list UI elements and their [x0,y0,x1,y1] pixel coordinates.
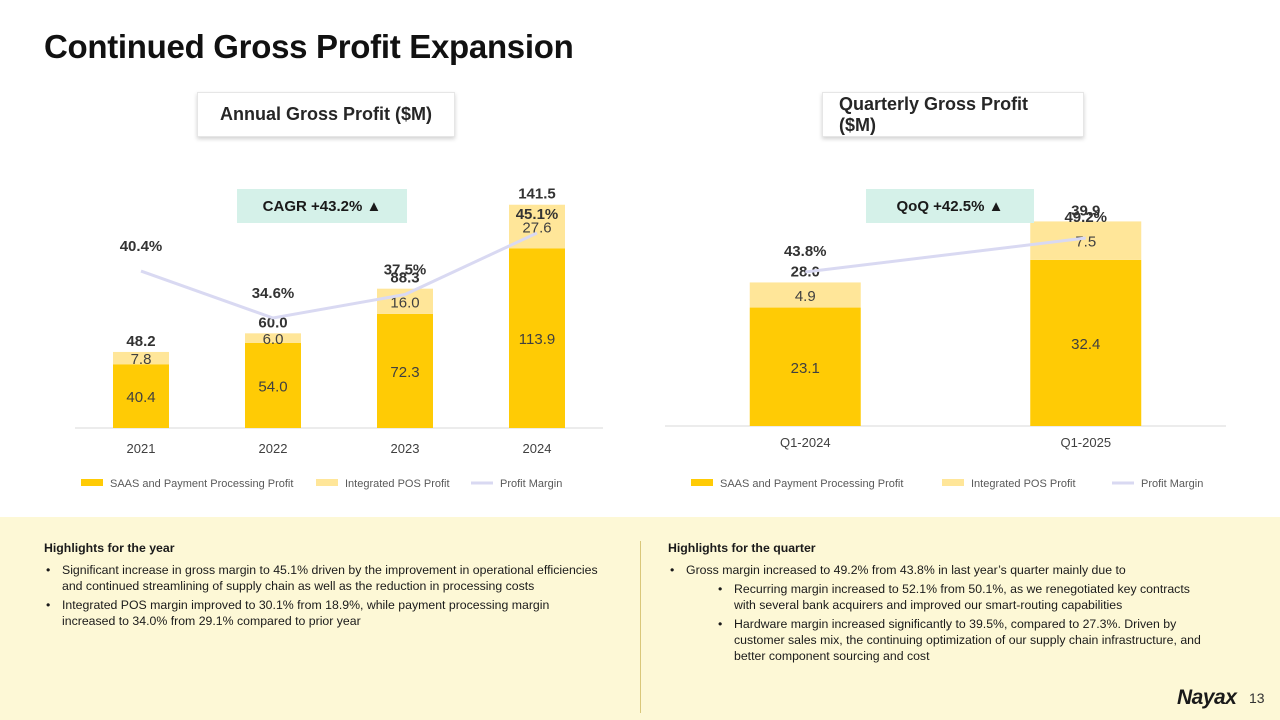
pos-bar [113,351,169,365]
nayax-logo: Nayax [1177,686,1237,709]
legend-swatch [691,479,713,486]
saas-bar [245,342,301,428]
x-tick-label: 2021 [127,441,156,456]
x-tick-label: 2023 [391,441,420,456]
legend-label: Profit Margin [1141,478,1203,490]
total-label: 60.0 [258,314,287,331]
page-title: Continued Gross Profit Expansion [44,28,574,65]
total-label: 39.9 [1071,202,1100,219]
legend-label: Profit Margin [500,478,562,490]
x-tick-label: Q1-2024 [780,435,831,450]
legend-swatch [81,479,103,486]
saas-value-label: 113.9 [519,331,555,348]
margin-label: 49.2% [1064,209,1107,226]
margin-label: 34.6% [252,285,295,302]
pos-bar [245,333,301,343]
highlights-quarter-title: Highlights for the quarter [668,541,816,555]
highlights-quarter-subitem: Recurring margin increased to 52.1% from… [716,581,1208,613]
highlights-year-item: Integrated POS margin improved to 30.1% … [44,597,604,629]
saas-value-label: 40.4 [126,389,155,406]
annual-chart-heading: Annual Gross Profit ($M) [197,92,455,137]
pos-value-label: 7.8 [131,351,152,368]
legend-label: Integrated POS Profit [345,478,450,490]
saas-bar [1030,259,1142,426]
x-tick-label: 2022 [259,441,288,456]
qoq-badge: QoQ +42.5% ▲ [866,189,1034,223]
legend-label: SAAS and Payment Processing Profit [110,478,293,490]
highlights-year-title: Highlights for the year [44,541,175,555]
total-label: 88.3 [390,270,419,287]
total-label: 48.2 [126,333,155,350]
pos-value-label: 7.5 [1075,234,1096,251]
profit-margin-line [805,236,1086,274]
saas-value-label: 54.0 [258,378,287,395]
highlights-quarter-subitem: Hardware margin increased significantly … [716,616,1208,664]
page-number: 13 [1249,690,1265,706]
total-label: 141.5 [518,186,556,203]
x-tick-label: Q1-2025 [1060,435,1111,450]
highlights-quarter-main: Gross margin increased to 49.2% from 43.… [686,563,1126,577]
pos-value-label: 6.0 [263,331,284,348]
saas-value-label: 32.4 [1071,336,1100,353]
legend-label: SAAS and Payment Processing Profit [720,478,903,490]
saas-bar [377,313,433,428]
quarterly-chart-heading: Quarterly Gross Profit ($M) [822,92,1084,137]
saas-value-label: 23.1 [791,360,820,377]
pos-value-label: 16.0 [390,294,419,311]
margin-label: 40.4% [120,238,163,255]
saas-bar [749,307,861,426]
pos-value-label: 4.9 [795,288,816,305]
pos-bar [1030,221,1142,260]
margin-label: 37.5% [384,262,427,279]
pos-bar [749,282,861,308]
saas-value-label: 72.3 [390,364,419,381]
highlights-year-item: Significant increase in gross margin to … [44,562,604,594]
legend-swatch [316,479,338,486]
gross-profit-charts: 40.4 7.848.2 2021 54.0 6.060.0 2022 72.3 16.0 88… [75,186,1226,490]
pos-value-label: 27.6 [522,220,551,237]
highlights-divider [640,541,641,713]
saas-bar [113,364,169,428]
legend-swatch [942,479,964,486]
profit-margin-line [140,231,538,320]
highlights-year: Highlights for the year Significant incr… [44,540,604,632]
highlights-quarter: Highlights for the quarter Gross margin … [668,540,1208,667]
cagr-badge: CAGR +43.2% ▲ [237,189,407,223]
margin-label: 45.1% [516,206,559,223]
highlights-quarter-item: Gross margin increased to 49.2% from 43.… [668,562,1208,664]
legend-label: Integrated POS Profit [971,478,1076,490]
margin-label: 43.8% [784,243,827,260]
x-tick-label: 2024 [523,441,552,456]
saas-bar [509,248,565,428]
